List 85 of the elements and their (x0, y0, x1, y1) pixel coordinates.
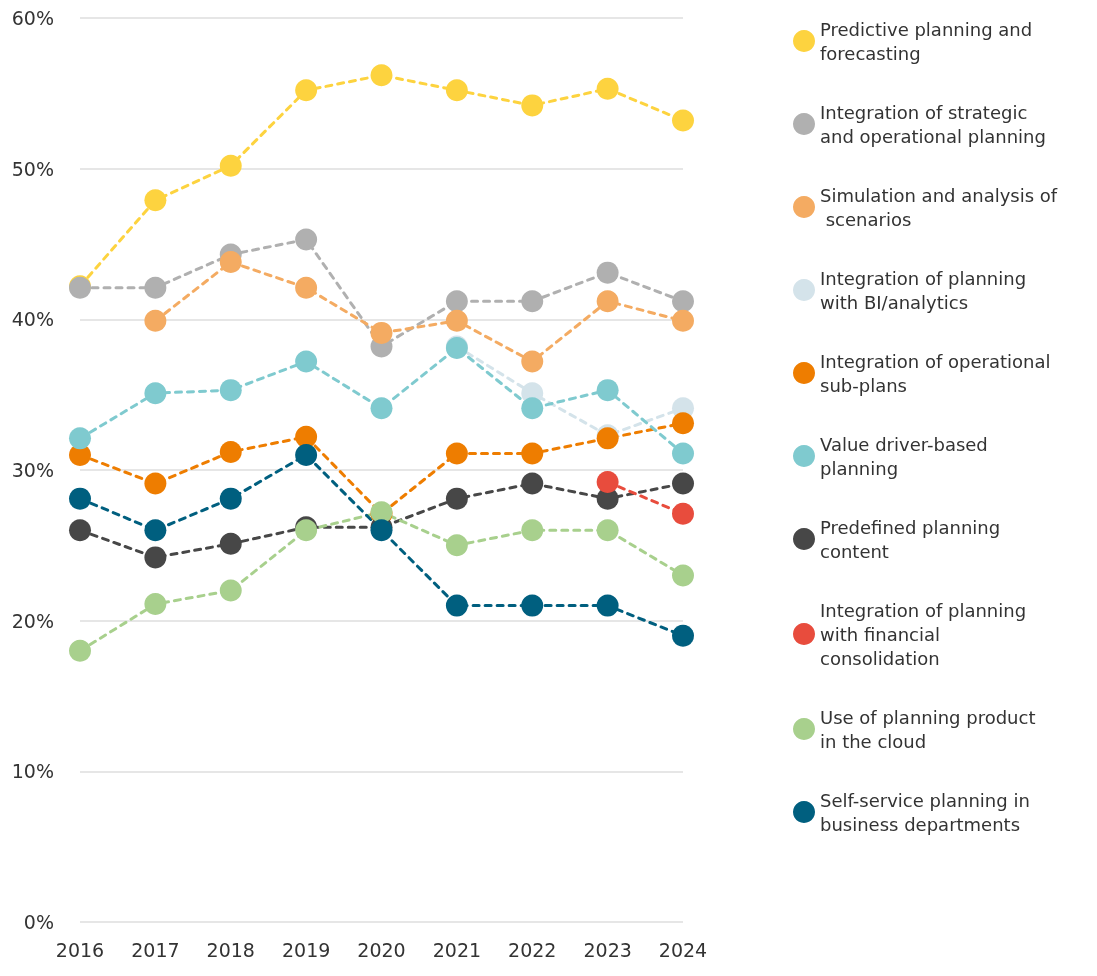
point (672, 442, 694, 465)
point (672, 624, 694, 647)
point (596, 519, 619, 542)
point (219, 579, 242, 602)
point (69, 639, 91, 662)
point (144, 593, 167, 616)
y-tick-label: 10% (11, 760, 54, 783)
point (144, 519, 167, 542)
y-tick-label: 60% (11, 7, 54, 29)
legend-label: Predictive planning and forecasting (820, 18, 1038, 64)
x-tick-label: 2021 (432, 938, 482, 961)
point (295, 276, 318, 299)
point (219, 379, 242, 402)
point (370, 397, 393, 420)
point (672, 502, 694, 525)
point (596, 379, 619, 402)
point (219, 154, 242, 177)
point (596, 290, 619, 313)
point (445, 487, 468, 510)
x-tick-label: 2019 (281, 938, 331, 961)
point (370, 64, 393, 87)
point (445, 442, 468, 465)
x-tick-label: 2017 (131, 938, 180, 961)
point (144, 546, 167, 569)
x-tick-label: 2016 (55, 938, 105, 961)
point (672, 309, 694, 332)
point (445, 534, 468, 557)
legend-label: Integration of planning with BI/analytics (820, 267, 1032, 313)
y-tick-label: 40% (11, 308, 54, 331)
x-tick-label: 2020 (357, 938, 406, 961)
point (219, 487, 242, 510)
point (445, 290, 468, 313)
point (144, 472, 167, 495)
point (521, 519, 544, 542)
point (445, 79, 468, 102)
point (295, 228, 318, 251)
point (144, 309, 167, 332)
y-tick-label: 30% (11, 459, 54, 481)
point (521, 397, 544, 420)
x-tick-label: 2018 (206, 938, 255, 961)
point (672, 564, 694, 587)
point (445, 594, 468, 617)
point (219, 532, 242, 555)
point (219, 251, 242, 274)
point (295, 79, 318, 102)
legend-label: Value driver-based planning (820, 433, 994, 479)
point (295, 443, 318, 466)
legend-label: Self-service planning in business departments (820, 789, 1036, 835)
legend-label: Use of planning product in the cloud (820, 706, 1042, 752)
x-tick-label: 2022 (508, 938, 557, 961)
point (521, 94, 544, 117)
point (69, 487, 91, 510)
legend-label: Simulation and analysis of scenarios (820, 184, 1058, 230)
point (596, 261, 619, 284)
point (596, 594, 619, 617)
point (596, 471, 619, 494)
point (144, 276, 167, 299)
point (672, 109, 694, 132)
point (295, 350, 318, 373)
point (596, 77, 619, 100)
point (672, 290, 694, 313)
point (144, 382, 167, 405)
y-tick-label: 0% (23, 911, 54, 933)
point (672, 412, 694, 435)
x-tick-label: 2024 (658, 938, 708, 961)
point (521, 442, 544, 465)
point (521, 472, 544, 495)
point (69, 427, 91, 450)
point (672, 472, 694, 495)
legend-label: Integration of planning with financial consolidation (820, 599, 1032, 669)
point (521, 594, 544, 617)
legend-label: Predefined planning content (820, 516, 1006, 562)
point (295, 425, 318, 448)
point (219, 440, 242, 463)
point (69, 519, 91, 542)
legend-label: Integration of operational sub-plans (820, 350, 1057, 396)
x-tick-label: 2023 (583, 938, 632, 961)
y-tick-label: 50% (11, 157, 54, 180)
point (445, 309, 468, 332)
legend-label: Integration of strategic and operational planning (820, 101, 1046, 147)
point (144, 189, 167, 212)
point (521, 290, 544, 313)
point (370, 321, 393, 344)
y-tick-label: 20% (11, 609, 54, 632)
point (521, 350, 544, 373)
